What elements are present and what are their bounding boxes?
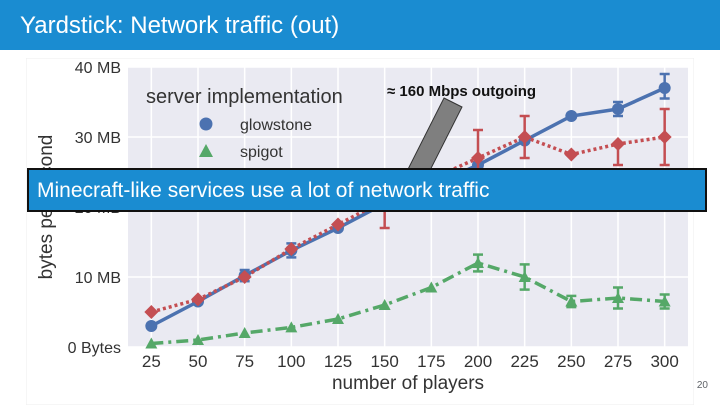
- spigot-point: [518, 271, 531, 282]
- glowstone-point: [658, 82, 671, 94]
- x-tick-label: 175: [417, 352, 445, 371]
- x-tick-label: 75: [235, 352, 254, 371]
- page-number: 20: [696, 380, 708, 391]
- spigot-point: [192, 334, 204, 345]
- legend-triangle-icon: [199, 144, 213, 157]
- banner-text: Minecraft-like services use a lot of net…: [37, 179, 490, 202]
- glowstone-point: [565, 110, 578, 122]
- spigot-point: [145, 337, 158, 349]
- x-tick-label: 275: [604, 352, 632, 371]
- spigot-point: [658, 295, 671, 307]
- diamond-point: [191, 292, 205, 307]
- x-tick-label: 25: [142, 352, 161, 371]
- spigot-point: [472, 257, 484, 268]
- spigot-point: [332, 313, 344, 324]
- spigot-point: [565, 295, 578, 307]
- legend-label: spigot: [240, 144, 283, 161]
- x-tick-label: 150: [370, 352, 398, 371]
- diamond-point: [284, 242, 299, 256]
- x-tick-label: 300: [650, 352, 678, 371]
- glowstone-point: [145, 320, 158, 332]
- spigot-point: [425, 281, 438, 293]
- annotation-label: ≈ 160 Mbps outgoing: [387, 83, 536, 100]
- diamond-point: [657, 130, 672, 144]
- spigot-point: [612, 292, 624, 303]
- x-tick-label: 50: [189, 352, 208, 371]
- x-tick-label: 200: [464, 352, 492, 371]
- x-tick-label: 100: [277, 352, 305, 371]
- diamond-point: [237, 270, 252, 284]
- legend-title: server implementation: [146, 86, 343, 108]
- diamond-point: [517, 130, 532, 144]
- spigot-point: [238, 327, 251, 338]
- diamond-point: [471, 151, 485, 165]
- y-tick-label: 30 MB: [75, 130, 121, 147]
- slide-title: Yardstick: Network traffic (out): [20, 12, 340, 39]
- y-tick-label: 0 Bytes: [68, 340, 121, 357]
- spigot-point: [378, 299, 391, 310]
- x-axis-label: number of players: [332, 373, 484, 394]
- glowstone-point: [612, 103, 624, 115]
- y-tick-label: 10 MB: [75, 270, 121, 287]
- spigot-point: [285, 321, 298, 333]
- diamond-point: [331, 217, 345, 232]
- diamond-point: [564, 147, 579, 162]
- slide-header: Yardstick: Network traffic (out): [0, 0, 720, 50]
- diamond-point: [611, 137, 625, 151]
- legend-label: glowstone: [240, 117, 312, 134]
- callout-banner: Minecraft-like services use a lot of net…: [27, 168, 707, 212]
- x-tick-label: 250: [557, 352, 585, 371]
- diamond-point: [144, 305, 159, 319]
- y-tick-label: 40 MB: [75, 60, 121, 77]
- x-tick-label: 225: [510, 352, 538, 371]
- legend-circle-icon: [199, 117, 213, 131]
- series-line-2: [151, 261, 665, 346]
- x-tick-label: 125: [324, 352, 352, 371]
- series-line-1: [150, 135, 665, 314]
